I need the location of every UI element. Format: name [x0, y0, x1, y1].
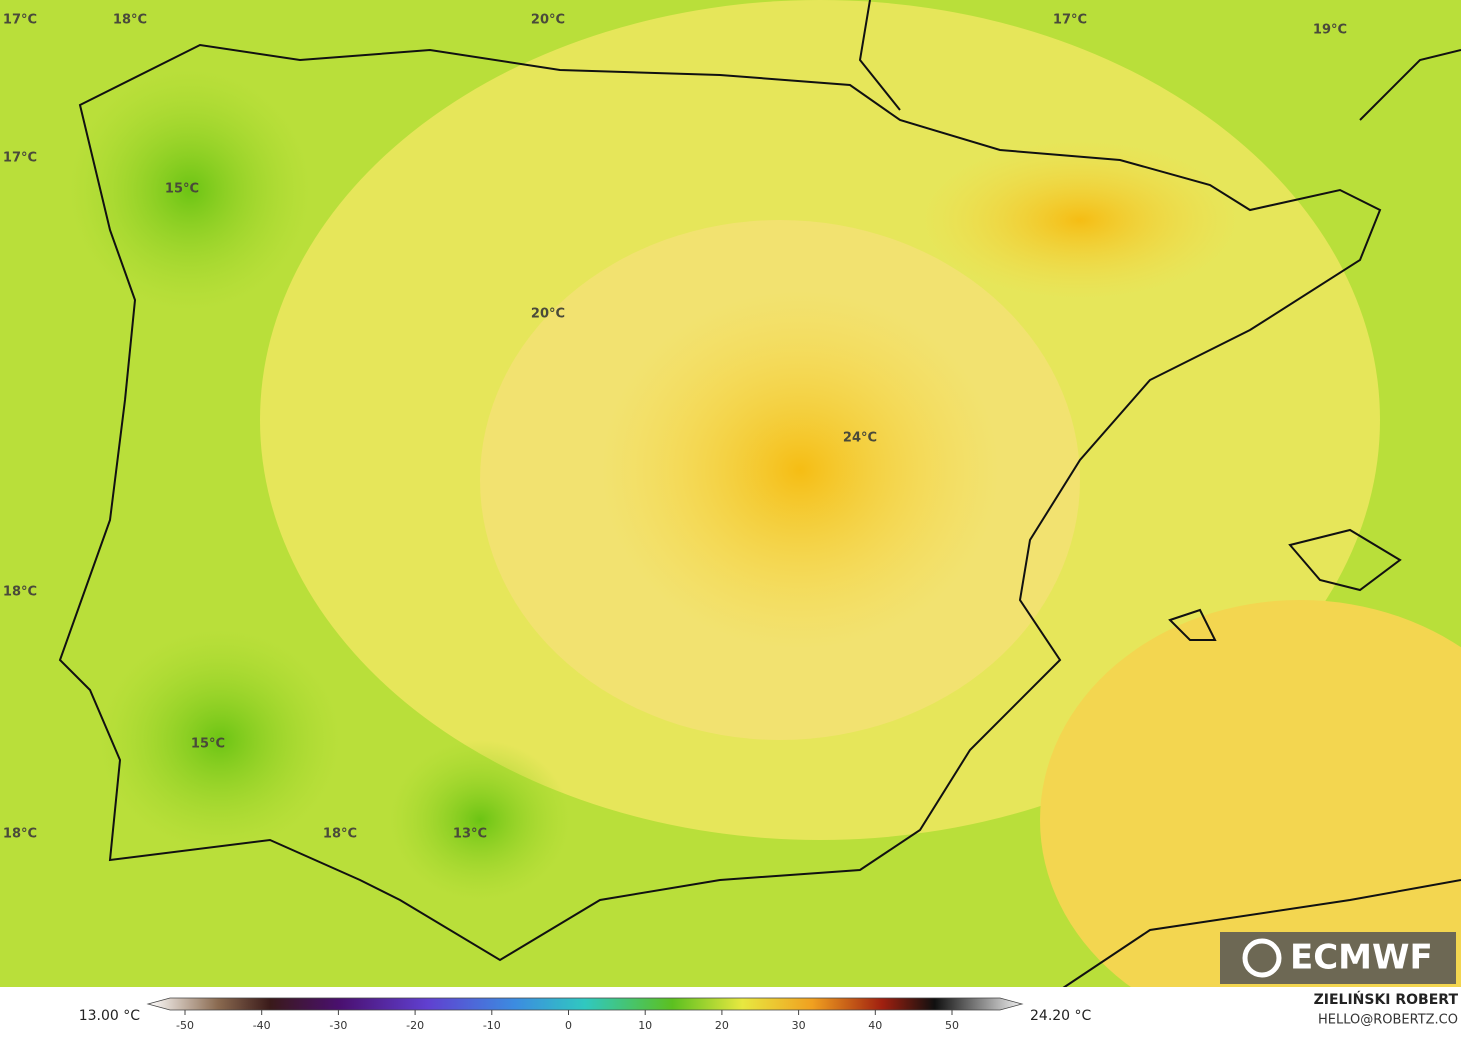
legend-min: 13.00 °C [79, 1008, 141, 1024]
temp-label: 15°C [191, 737, 225, 752]
credit-author: ZIELIŃSKI ROBERT [1314, 990, 1459, 1008]
tick-label: 0 [565, 1019, 572, 1032]
coastline [58, 43, 1382, 962]
colorbar-ticks: -50 -40 -30 -20 -10 0 10 20 30 40 50 [176, 1010, 959, 1032]
logo-icon [1242, 938, 1282, 978]
temp-label: 24°C [843, 431, 877, 446]
temp-label: 18°C [3, 585, 37, 600]
tick-label: 10 [638, 1019, 652, 1032]
temp-label: 20°C [531, 13, 565, 28]
tick-label: 50 [945, 1019, 959, 1032]
logo: ECMWF [1220, 932, 1456, 984]
temp-label: 17°C [3, 13, 37, 28]
coastline [858, 0, 1461, 991]
logo-text: ECMWF [1290, 938, 1433, 978]
temp-label: 17°C [3, 151, 37, 166]
temp-label: 18°C [323, 827, 357, 842]
temp-label: 19°C [1313, 23, 1347, 38]
temperature-labels: 17°C 18°C 20°C 17°C 19°C 17°C 15°C 20°C … [3, 13, 1347, 842]
legend-max: 24.20 °C [1030, 1008, 1092, 1024]
footer [0, 987, 1461, 1035]
tick-label: 40 [868, 1019, 882, 1032]
temp-label: 18°C [3, 827, 37, 842]
tick-label: 20 [715, 1019, 729, 1032]
tick-label: -50 [176, 1019, 194, 1032]
tick-label: -10 [483, 1019, 501, 1032]
tick-label: -30 [329, 1019, 347, 1032]
tick-label: 30 [792, 1019, 806, 1032]
temp-label: 17°C [1053, 13, 1087, 28]
colorbar [146, 997, 1024, 1011]
tick-label: -40 [253, 1019, 271, 1032]
tick-label: -20 [406, 1019, 424, 1032]
temp-label: 15°C [165, 182, 199, 197]
credit-email: HELLO@ROBERTZ.CO [1318, 1013, 1458, 1028]
temp-label: 13°C [453, 827, 487, 842]
temp-label: 18°C [113, 13, 147, 28]
temp-label: 20°C [531, 307, 565, 322]
